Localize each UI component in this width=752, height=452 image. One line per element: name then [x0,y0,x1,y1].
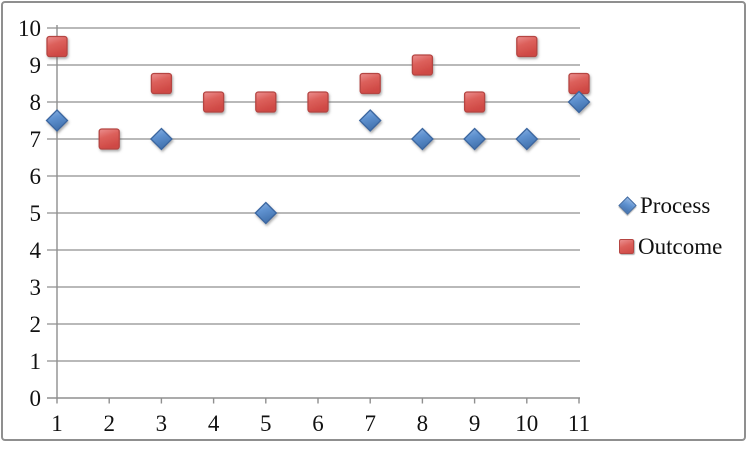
svg-text:3: 3 [156,411,168,436]
legend-item-outcome: Outcome [619,233,722,260]
process-point [567,90,591,114]
process-point [149,127,173,151]
svg-text:10: 10 [18,16,41,41]
svg-text:2: 2 [103,411,115,436]
legend-label-process: Process [640,193,711,218]
svg-text:6: 6 [312,411,324,436]
svg-text:11: 11 [568,411,590,436]
svg-text:6: 6 [30,164,42,189]
process-point [515,127,539,151]
svg-text:0: 0 [30,386,42,411]
process-point [410,127,434,151]
svg-text:3: 3 [30,275,42,300]
process-diamond-icon [618,196,637,215]
outcome-point [411,54,434,76]
svg-text:7: 7 [30,127,42,152]
svg-text:1: 1 [51,411,63,436]
svg-text:4: 4 [208,411,220,436]
legend-label-outcome: Outcome [638,234,723,259]
process-point [254,201,278,225]
axes [56,25,580,404]
svg-text:10: 10 [515,411,538,436]
outcome-point [150,72,173,95]
outcome-point [516,35,538,58]
svg-text:7: 7 [364,411,376,436]
gridlines [47,27,580,399]
outcome-point [359,72,381,95]
svg-text:5: 5 [260,411,272,436]
process-point [358,109,382,132]
svg-text:9: 9 [30,53,42,78]
legend-item-process: Process [618,192,711,219]
outcome-point [307,91,329,113]
svg-text:1: 1 [30,349,42,374]
outcome-point [463,91,486,113]
process-point [463,127,487,151]
svg-text:8: 8 [30,90,42,115]
process-point [45,109,69,132]
svg-text:4: 4 [30,238,42,263]
svg-text:9: 9 [469,411,481,436]
svg-text:2: 2 [30,312,42,337]
svg-text:5: 5 [30,201,42,226]
outcome-point [202,91,225,113]
outcome-square-icon [619,239,634,254]
outcome-point [568,72,590,95]
data-point-markers [45,35,591,225]
outcome-point [98,128,120,150]
outcome-point [255,91,277,113]
svg-text:8: 8 [417,411,429,436]
outcome-point [46,35,68,58]
